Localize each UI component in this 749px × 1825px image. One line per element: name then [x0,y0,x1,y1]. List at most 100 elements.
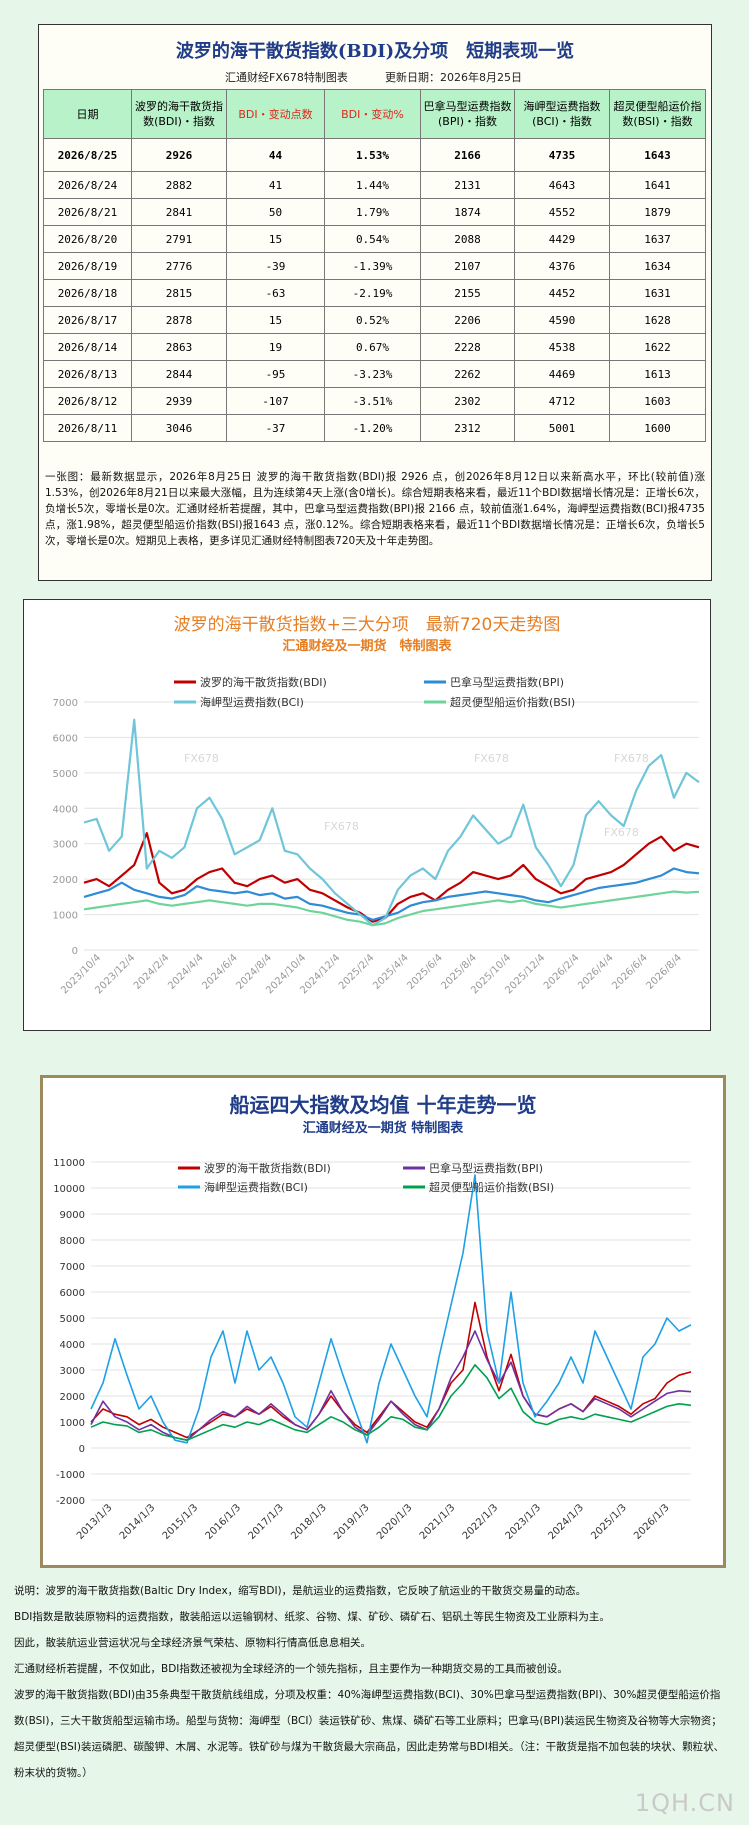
table-cell: 2088 [420,225,515,253]
table-row: 2026/8/12 2939 -107 -3.51% 2302 4712 1603 [43,387,706,415]
series-line [90,1174,692,1444]
table-cell: 1622 [609,333,706,361]
x-tick-label: 2016/1/3 [204,1502,244,1542]
y-tick-label: -1000 [56,1470,85,1481]
table-cell: 2776 [131,252,227,280]
data-table: 日期 波罗的海干散货指数(BDI)・指数 BDI・变动点数 BDI・变动% 巴拿马型运费… [43,89,706,442]
y-tick-label: 1000 [53,911,78,922]
table-cell: 1643 [609,138,706,172]
table-cell: 2026/8/12 [43,387,132,415]
table-cell: 1613 [609,360,706,388]
table-cell: 4552 [514,198,610,226]
table-cell: 2026/8/20 [43,225,132,253]
y-tick-label: 3000 [60,1366,85,1377]
table-cell: 0.54% [324,225,421,253]
y-tick-label: 5000 [60,1314,85,1325]
table-cell: 2228 [420,333,515,361]
table-row: 2026/8/11 3046 -37 -1.20% 2312 5001 1600 [43,414,706,442]
description-block: 说明：波罗的海干散货指数(Baltic Dry Index，缩写BDI)，是航运… [14,1578,730,1786]
y-tick-label: 11000 [53,1158,85,1169]
y-tick-label: 0 [72,946,78,957]
table-cell: 4376 [514,252,610,280]
table-cell: 1631 [609,279,706,307]
y-tick-label: 4000 [60,1340,85,1351]
table-panel: 波罗的海干散货指数(BDI)及分项 短期表现一览 汇通财经FX678特制图表 更… [38,24,712,581]
x-tick-label: 2025/2/4 [337,952,377,992]
table-cell: -3.51% [324,387,421,415]
table-cell: 2791 [131,225,227,253]
x-tick-label: 2017/1/3 [246,1502,286,1542]
x-tick-label: 2019/1/3 [332,1502,372,1542]
table-cell: 2262 [420,360,515,388]
table-cell: 1879 [609,198,706,226]
table-row: 2026/8/24 2882 41 1.44% 2131 4643 1641 [43,171,706,199]
description-line: 汇通财经析若提醒，不仅如此，BDI指数还被视为全球经济的一个领先指标，且主要作为… [14,1663,568,1675]
x-tick-label: 2026/6/4 [610,952,650,992]
table-row: 2026/8/21 2841 50 1.79% 1874 4552 1879 [43,198,706,226]
legend-label: 波罗的海干散货指数(BDI) [204,1161,331,1175]
table-cell: 41 [226,171,325,199]
description-line: BDI指数是散装原物料的运费指数，散装船运以运输钢材、纸浆、谷物、煤、矿砂、磷矿… [14,1611,610,1623]
table-cell: 5001 [514,414,610,442]
table-cell: 4538 [514,333,610,361]
watermark-text: FX678 [184,752,219,765]
chart-title: 船运四大指数及均值 十年走势一览 [230,1093,537,1117]
x-tick-label: 2023/1/3 [504,1502,544,1542]
legend-label: 海岬型运费指数(BCI) [204,1180,308,1194]
table-cell: 3046 [131,414,227,442]
y-tick-label: 1000 [60,1418,85,1429]
table-cell: 2841 [131,198,227,226]
x-tick-label: 2024/6/4 [200,952,240,992]
table-cell: 2026/8/17 [43,306,132,334]
site-watermark: 1QH.CN [634,1789,735,1817]
table-header-cell: 巴拿马型运费指数(BPI)・指数 [420,89,515,139]
watermark-text: FX678 [474,752,509,765]
legend-label: 巴拿马型运费指数(BPI) [429,1161,543,1175]
table-cell: 4429 [514,225,610,253]
table-cell: 2131 [420,171,515,199]
table-cell: 1603 [609,387,706,415]
y-tick-label: 2000 [53,875,78,886]
table-cell: 2026/8/18 [43,279,132,307]
table-cell: -63 [226,279,325,307]
table-cell: 2863 [131,333,227,361]
table-cell: 2107 [420,252,515,280]
table-header-cell: BDI・变动% [324,89,421,139]
table-cell: 1874 [420,198,515,226]
table-cell: 2815 [131,279,227,307]
x-tick-label: 2024/1/3 [546,1502,586,1542]
table-cell: 44 [226,138,325,172]
table-cell: 2312 [420,414,515,442]
table-cell: 1628 [609,306,706,334]
x-tick-label: 2025/4/4 [371,952,411,992]
x-tick-label: 2025/6/4 [405,952,445,992]
series-line [83,718,700,927]
table-header-cell: BDI・变动点数 [226,89,325,139]
table-cell: 2155 [420,279,515,307]
legend-label: 巴拿马型运费指数(BPI) [450,675,564,689]
x-tick-label: 2014/1/3 [118,1502,158,1542]
table-cell: 4643 [514,171,610,199]
table-cell: 4712 [514,387,610,415]
x-tick-label: 2026/1/3 [632,1502,672,1542]
table-cell: 2939 [131,387,227,415]
table-cell: 2026/8/21 [43,198,132,226]
legend-label: 超灵便型船运价指数(BSI) [429,1180,554,1194]
table-row: 2026/8/17 2878 15 0.52% 2206 4590 1628 [43,306,706,334]
table-cell: 4735 [514,138,610,172]
y-tick-label: 3000 [53,840,78,851]
series-line [83,890,700,927]
table-cell: 1641 [609,171,706,199]
x-tick-label: 2021/1/3 [418,1502,458,1542]
update-date: 更新日期：2026年8月25日 [385,71,522,84]
x-tick-label: 2026/4/4 [576,952,616,992]
table-maker: 汇通财经FX678特制图表 [225,71,348,84]
chart-ten-year-panel: 船运四大指数及均值 十年走势一览 汇通财经及一期货 特制图表 -2000 -1000 0… [40,1075,726,1568]
table-row: 2026/8/25 2926 44 1.53% 2166 4735 1643 [43,138,706,172]
table-cell: -107 [226,387,325,415]
table-cell: 2302 [420,387,515,415]
watermark-text: FX678 [614,752,649,765]
chart-title: 波罗的海干散货指数+三大分项 最新720天走势图 [174,615,561,635]
series-line [90,1364,692,1441]
